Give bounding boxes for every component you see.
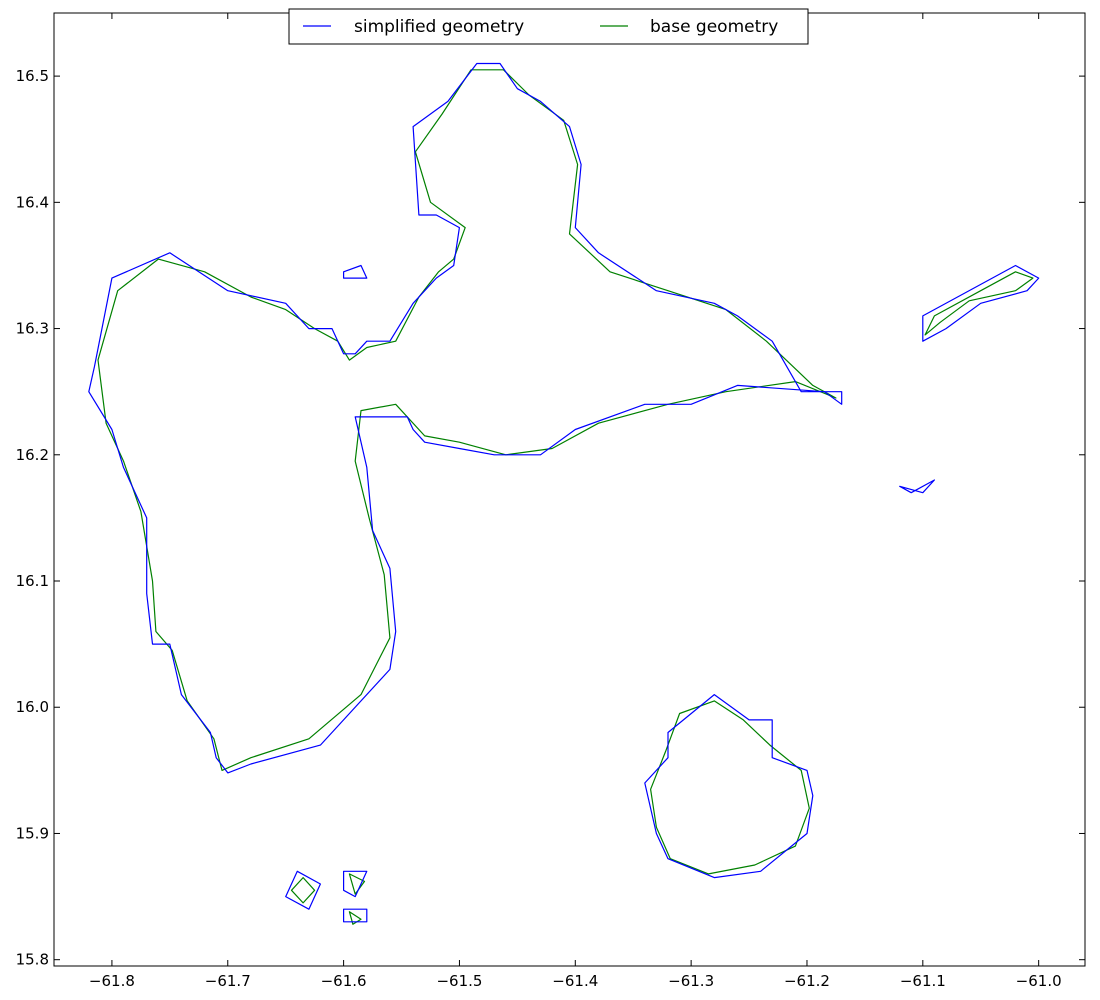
- simplified-geometry-outline-7: [343, 264, 368, 279]
- simplified-geometry-outline-5: [343, 870, 368, 898]
- simplified-geometry-outline-2: [922, 264, 1040, 342]
- legend-label-base: base geometry: [650, 17, 778, 37]
- base-geometry-outline-3: [290, 876, 316, 904]
- simplified-geometry-outline-4: [285, 870, 321, 910]
- legend: simplified geometry base geometry: [288, 8, 809, 45]
- y-tick-label: 16.4: [16, 193, 49, 211]
- x-tick-label: −61.3: [668, 972, 714, 990]
- y-tick-label: 16.5: [16, 67, 49, 85]
- simplified-geometry-outline-1: [644, 693, 814, 879]
- x-tick-label: −61.0: [1016, 972, 1062, 990]
- y-tick-label: 16.0: [16, 698, 49, 716]
- legend-label-simplified: simplified geometry: [354, 17, 524, 37]
- base-geometry-outline-2: [924, 271, 1034, 336]
- x-tick-label: −61.1: [900, 972, 946, 990]
- x-tick-label: −61.4: [552, 972, 598, 990]
- legend-box: [288, 8, 809, 45]
- y-tick-label: 16.3: [16, 320, 49, 338]
- simplified-geometry-outline-3: [899, 479, 936, 494]
- y-tick-label: 15.9: [16, 824, 49, 842]
- x-tick-label: −61.7: [205, 972, 251, 990]
- x-tick-label: −61.8: [89, 972, 135, 990]
- plot-area-frame: [53, 12, 1086, 967]
- simplified-geometry-outline-0: [88, 62, 843, 774]
- x-tick-label: −61.5: [436, 972, 482, 990]
- y-tick-label: 15.8: [16, 951, 49, 969]
- base-geometry-outline-0: [97, 69, 837, 772]
- x-tick-label: −61.6: [321, 972, 367, 990]
- x-tick-label: −61.2: [784, 972, 830, 990]
- y-tick-label: 16.1: [16, 572, 49, 590]
- y-tick-label: 16.2: [16, 446, 49, 464]
- simplified-geometry-outline-6: [343, 908, 368, 923]
- base-geometry-outline-1: [649, 700, 810, 875]
- series-layer: [88, 62, 1040, 925]
